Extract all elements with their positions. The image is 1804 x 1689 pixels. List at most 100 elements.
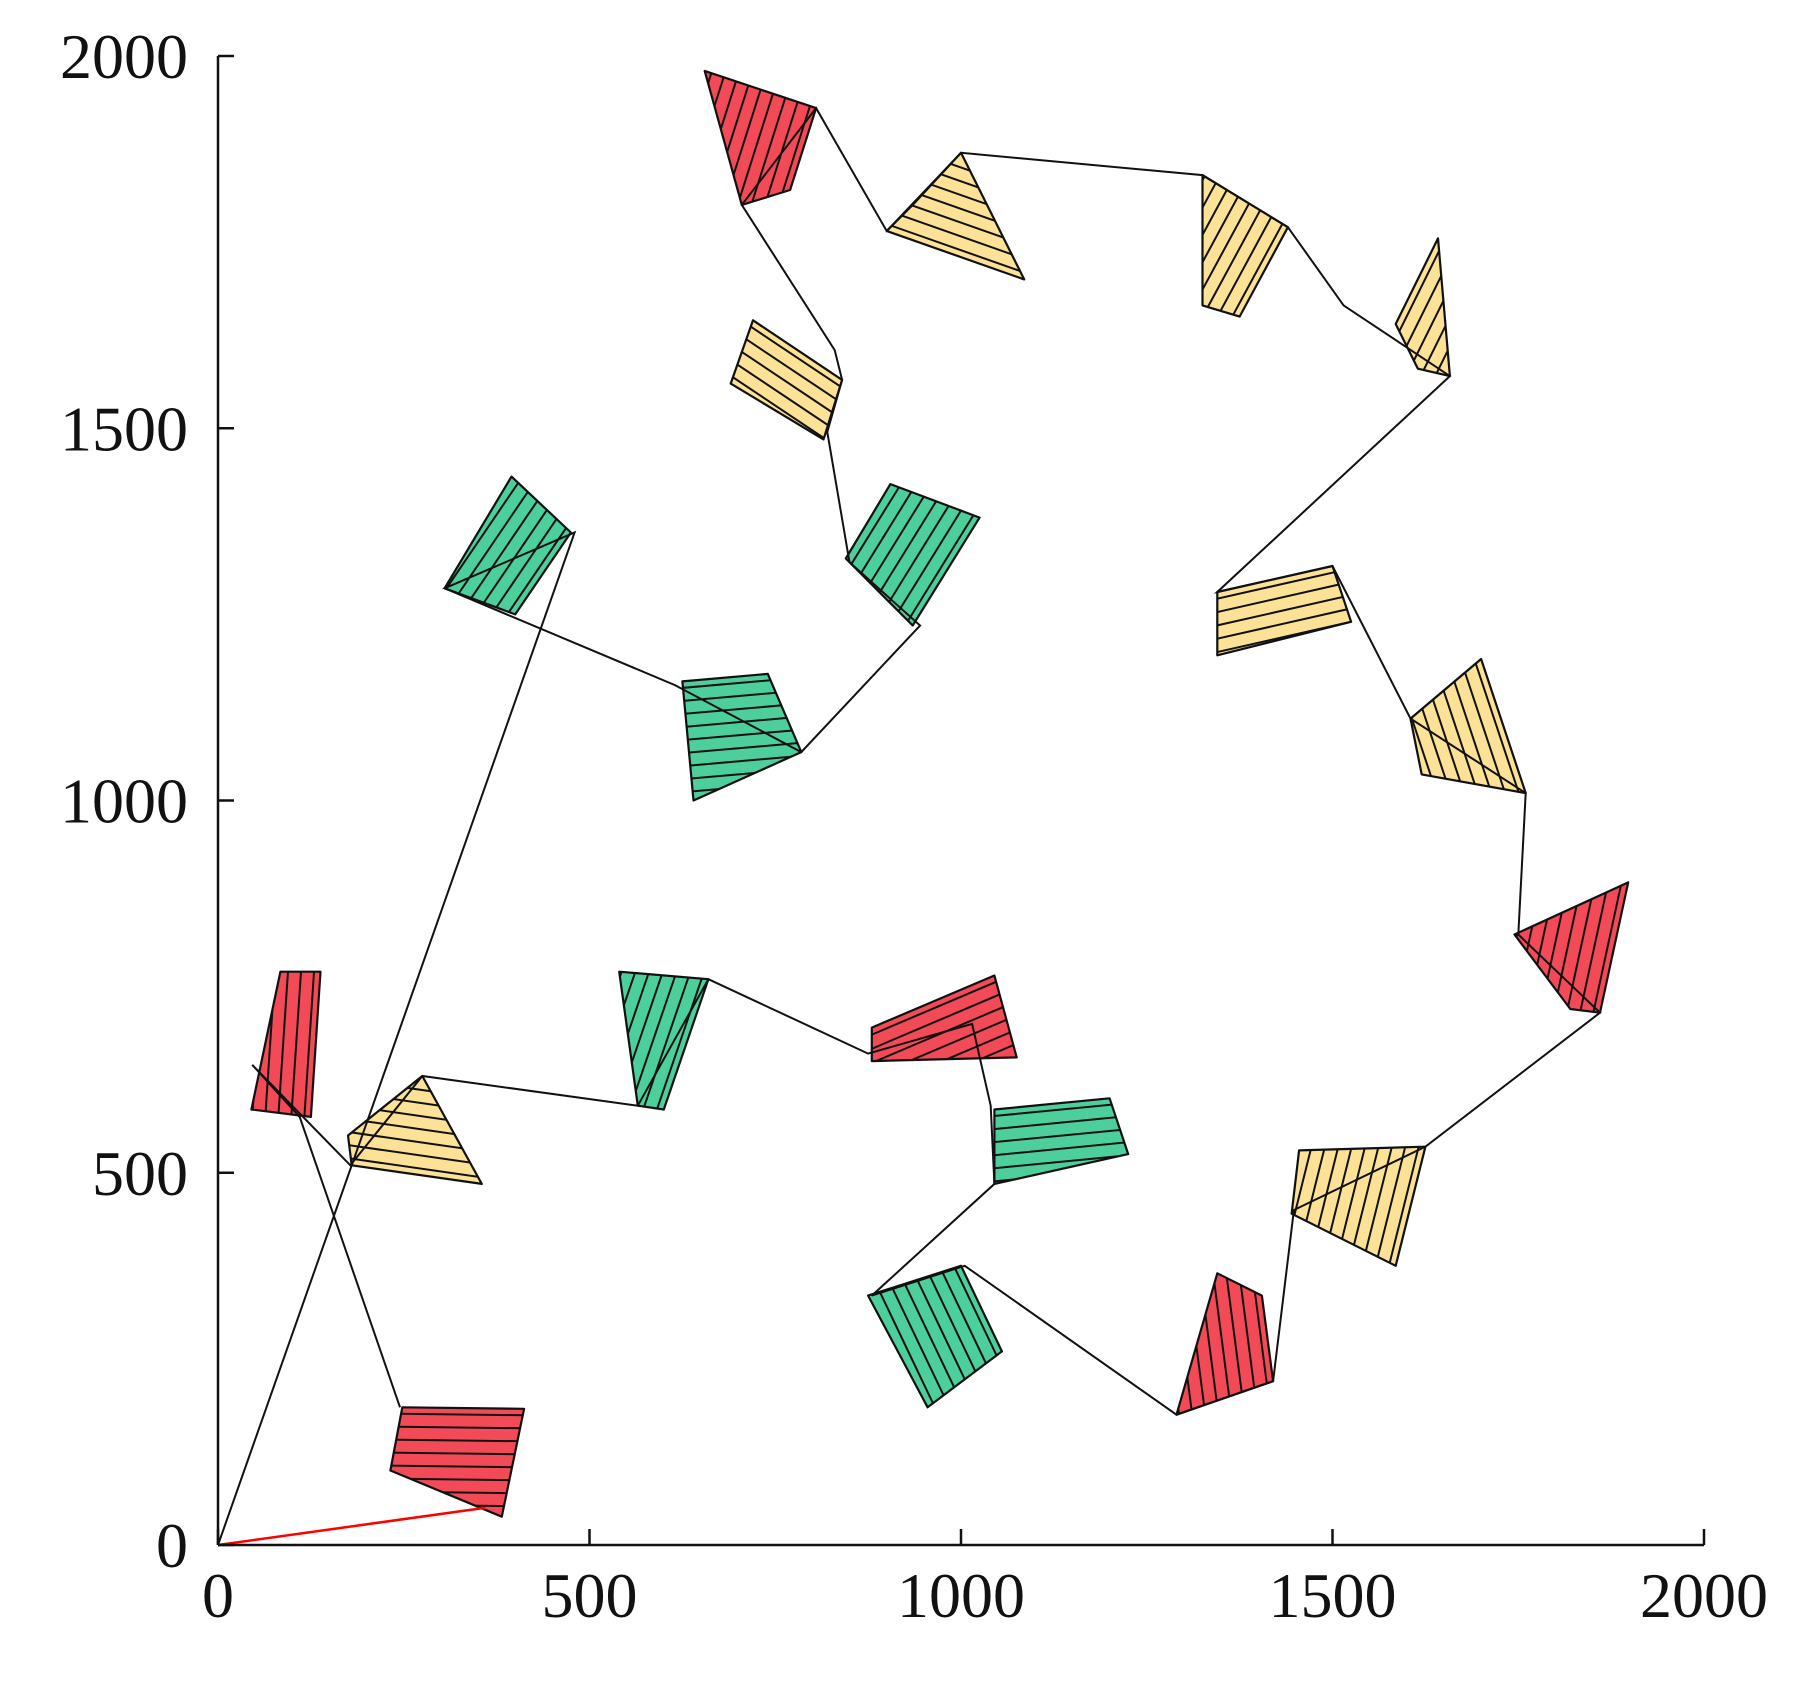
field-hatch <box>1410 659 1526 794</box>
field-polygon <box>1175 1272 1275 1416</box>
field-hatch <box>251 971 321 1117</box>
hatch-line <box>1217 566 1352 656</box>
hatch-line <box>868 1265 1002 1408</box>
field-green <box>681 672 803 802</box>
field-hatch <box>1217 566 1352 656</box>
y-tick-label: 0 <box>156 1510 188 1581</box>
hatch-line <box>444 476 571 615</box>
field-yellow <box>885 151 1026 281</box>
hatch-line <box>444 476 571 615</box>
hatch-line <box>845 484 980 626</box>
hatch-line <box>281 971 321 1117</box>
hatch-line <box>1202 175 1288 317</box>
hatch-line <box>1305 1146 1426 1266</box>
hatch-line <box>730 320 843 440</box>
hatch-line <box>1291 1146 1414 1266</box>
hatch-line <box>1217 566 1352 656</box>
hatch-line <box>845 484 980 626</box>
hatch-line <box>1514 882 1629 1013</box>
hatch-line <box>390 1460 525 1473</box>
hatch-line <box>1208 1273 1274 1415</box>
hatch-line <box>444 476 571 615</box>
hatch-line <box>868 1265 1002 1408</box>
y-tick-label: 500 <box>92 1138 188 1209</box>
hatch-line <box>730 320 843 440</box>
hatch-line <box>1410 659 1526 794</box>
hatch-line <box>1202 175 1288 317</box>
hatch-line <box>1176 1273 1274 1415</box>
hatch-line <box>619 971 709 1110</box>
route-line <box>217 106 1602 1546</box>
hatch-line <box>682 673 802 733</box>
hatch-line <box>1182 1273 1274 1415</box>
field-hatch <box>868 1265 1002 1408</box>
hatch-line <box>1202 175 1288 317</box>
field-yellow <box>1201 174 1290 318</box>
hatch-line <box>1291 1146 1401 1266</box>
hatch-line <box>1176 1273 1262 1415</box>
hatch-line <box>348 1107 482 1184</box>
field-hatch <box>1202 175 1288 317</box>
field-polygon <box>1394 237 1452 378</box>
hatch-line <box>886 152 1025 280</box>
fields-layer <box>250 69 1630 1518</box>
hatch-line <box>704 70 817 205</box>
hatch-line <box>255 971 311 1117</box>
hatch-line <box>1395 238 1450 377</box>
hatch-line <box>348 1076 482 1146</box>
hatch-line <box>348 1094 482 1184</box>
hatch-line <box>1514 882 1629 1013</box>
hatch-line <box>1217 566 1352 656</box>
hatch-line <box>1410 659 1526 794</box>
hatch-line <box>704 70 817 205</box>
hatch-line <box>1202 175 1288 317</box>
field-polygon <box>844 483 981 627</box>
hatch-line <box>1202 175 1288 317</box>
hatch-line <box>390 1473 525 1486</box>
hatch-line <box>1410 659 1526 794</box>
x-tick-label: 1500 <box>1269 1560 1397 1631</box>
hatch-line <box>845 484 980 626</box>
field-hatch <box>1395 238 1450 377</box>
y-tick-label: 2000 <box>60 21 188 92</box>
hatch-line <box>619 971 709 1110</box>
field-hatch <box>730 320 843 440</box>
hatch-line <box>994 1109 1129 1184</box>
field-polygon <box>389 1406 526 1518</box>
x-tick-label: 0 <box>202 1560 234 1631</box>
hatch-line <box>682 673 802 720</box>
field-green <box>443 475 573 616</box>
hatch-line <box>994 1098 1129 1163</box>
hatch-line <box>886 152 1025 280</box>
hatch-line <box>682 712 802 785</box>
field-hatch <box>704 70 817 205</box>
hatch-line <box>1410 659 1526 794</box>
hatch-line <box>845 484 980 626</box>
hatch-line <box>1514 882 1629 1013</box>
hatch-line <box>1195 1273 1274 1415</box>
y-tick-label: 1500 <box>60 393 188 464</box>
hatch-line <box>1410 659 1526 794</box>
field-polygon <box>681 672 803 802</box>
hatch-line <box>1291 1146 1426 1266</box>
hatch-line <box>868 1265 1002 1408</box>
hatch-line <box>886 152 1025 280</box>
hatch-line <box>251 971 298 1117</box>
hatch-line <box>1202 175 1288 317</box>
hatch-line <box>871 975 1017 1062</box>
hatch-line <box>886 152 1025 280</box>
hatch-line <box>994 1098 1129 1150</box>
hatch-line <box>682 738 802 801</box>
y-tick-label: 1000 <box>60 766 188 837</box>
hatch-line <box>682 686 802 759</box>
x-tick-label: 1000 <box>897 1560 1025 1631</box>
hatch-line <box>682 699 802 772</box>
hatch-line <box>390 1434 525 1447</box>
field-hatch <box>444 476 571 615</box>
hatch-line <box>845 484 980 626</box>
hatch-line <box>1291 1146 1426 1266</box>
hatch-line <box>871 975 1017 1062</box>
hatch-line <box>994 1098 1129 1176</box>
hatch-line <box>268 971 321 1117</box>
hatch-line <box>871 975 1017 1062</box>
